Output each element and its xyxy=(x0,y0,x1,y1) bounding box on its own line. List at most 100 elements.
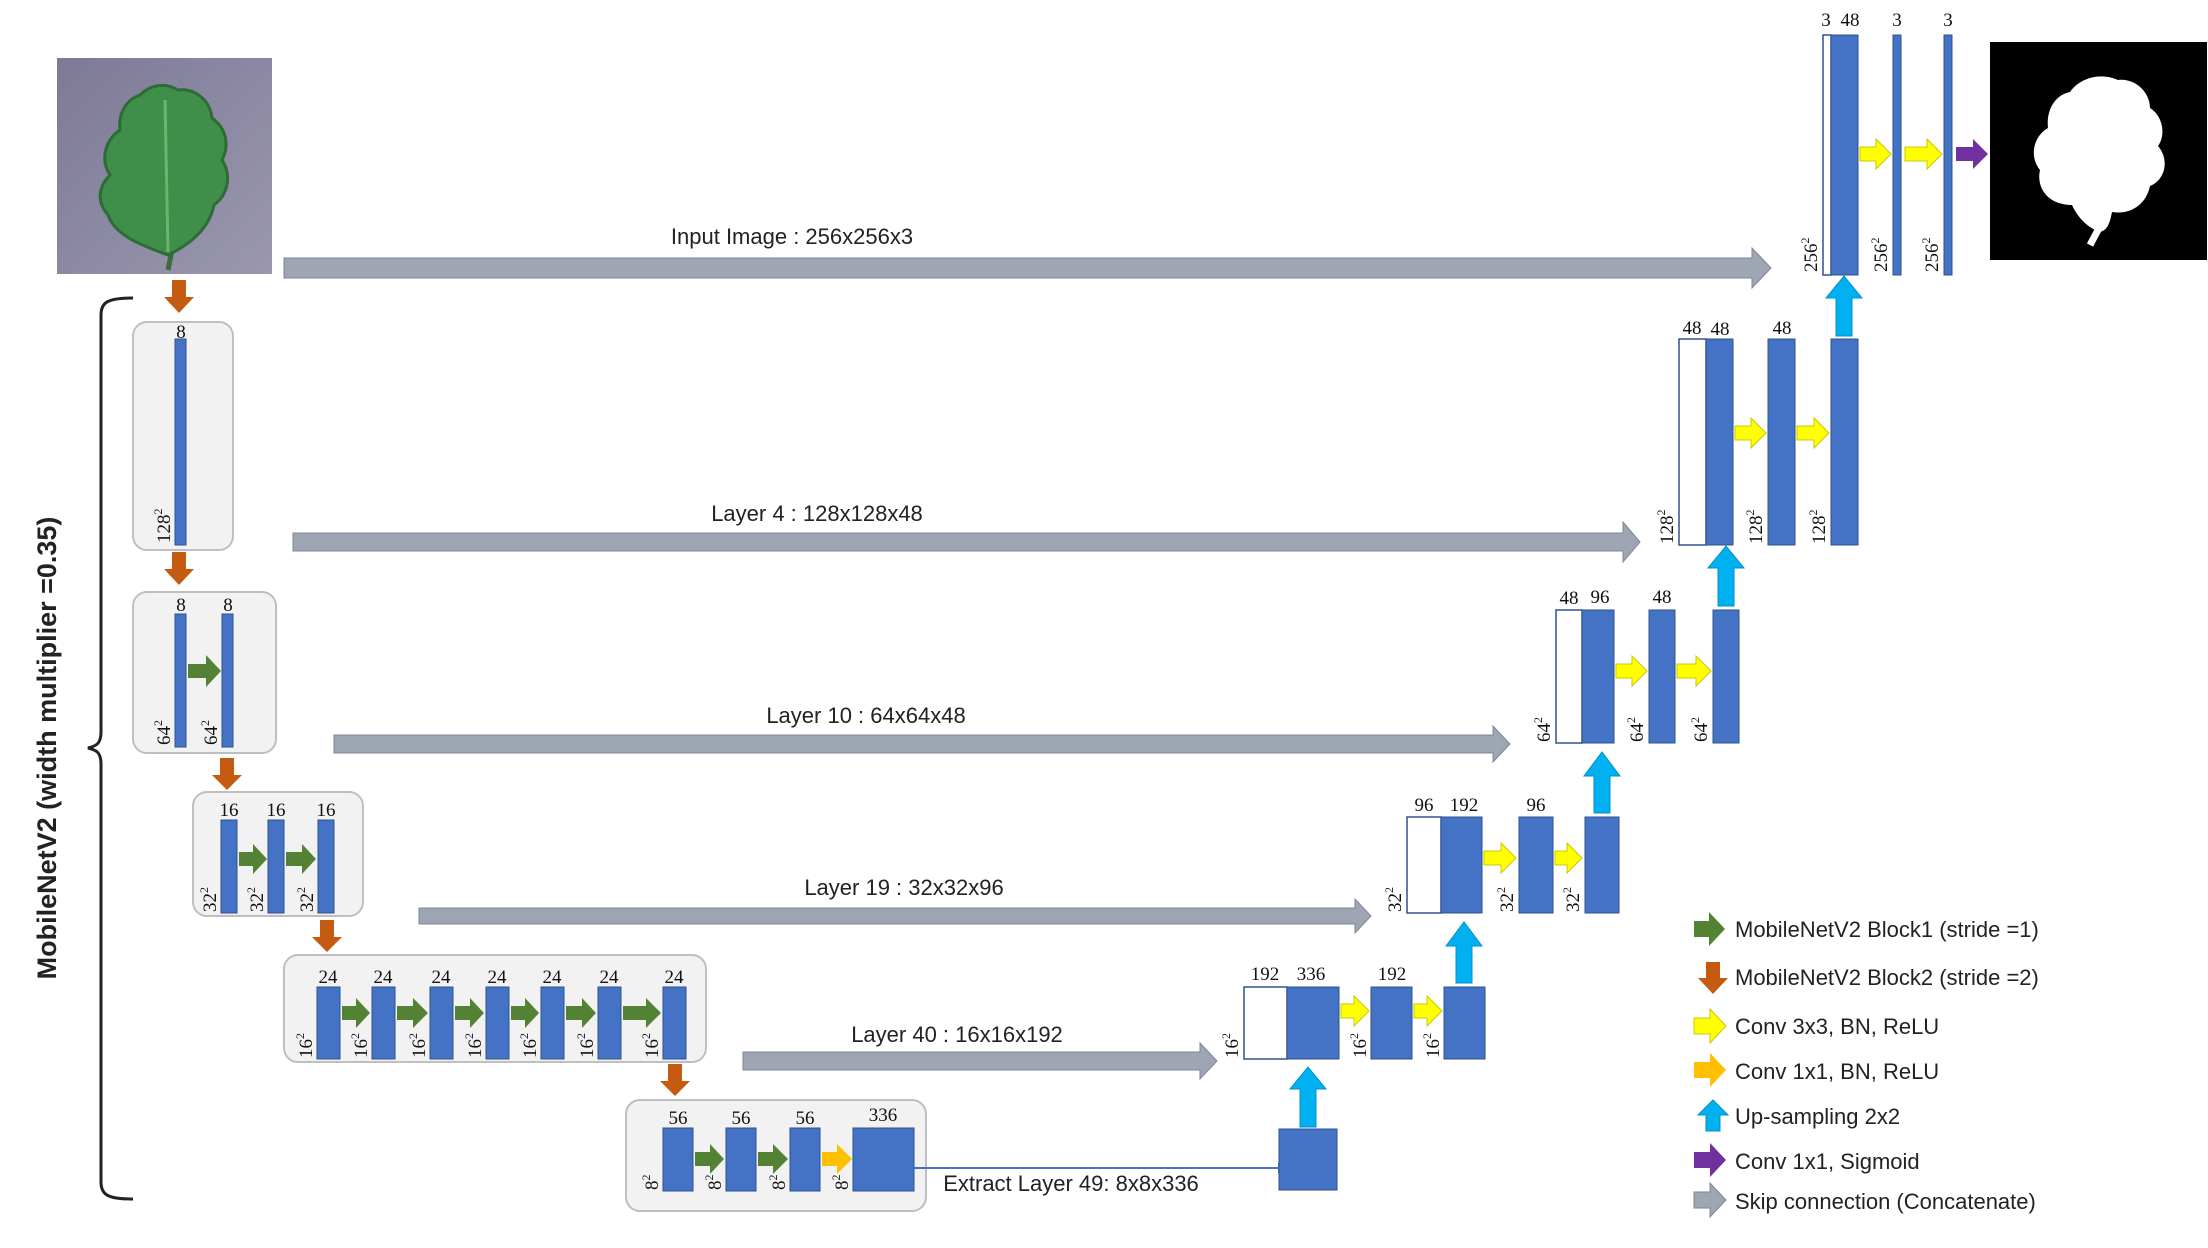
size-label: 82 xyxy=(702,1175,726,1191)
size-label: 322 xyxy=(244,887,268,912)
feature-map-block xyxy=(852,1127,915,1192)
decoder-stage-3: 48 96 48 642 642 642 xyxy=(1531,587,1740,744)
size-label: 322 xyxy=(1494,887,1518,912)
size-label: 162 xyxy=(462,1033,486,1058)
feature-map-block xyxy=(1518,816,1554,914)
decoder-stage-5: 3 48 3 3 2562 2562 2562 xyxy=(1798,10,1988,276)
upsample-arrow xyxy=(1824,275,1864,337)
conv3x3-arrow-icon xyxy=(1693,1007,1727,1045)
block1-arrow xyxy=(286,844,316,874)
channel-label: 48 xyxy=(1560,588,1579,609)
svg-text:162: 162 xyxy=(1420,1033,1444,1058)
conv3x3-arrow xyxy=(1554,841,1583,875)
channel-label: 16 xyxy=(317,800,336,821)
output-mask-image xyxy=(1990,42,2207,260)
channel-label: 336 xyxy=(1297,964,1326,985)
size-label: 2562 xyxy=(1798,238,1822,273)
skip-concat-block xyxy=(1555,609,1583,744)
skip-arrow-icon xyxy=(1693,1181,1727,1219)
feature-map-block xyxy=(789,1127,821,1192)
channel-label: 48 xyxy=(1841,10,1860,31)
legend-label: Up-sampling 2x2 xyxy=(1735,1104,1900,1129)
size-label: 82 xyxy=(766,1175,790,1191)
svg-text:162: 162 xyxy=(517,1033,541,1058)
size-label: 162 xyxy=(574,1033,598,1058)
conv1x1-arrow-icon xyxy=(1694,1053,1726,1087)
svg-text:2562: 2562 xyxy=(1919,238,1943,273)
feature-map-block xyxy=(662,986,687,1060)
svg-text:322: 322 xyxy=(1560,887,1584,912)
channel-label: 8 xyxy=(176,322,186,343)
svg-text:1282: 1282 xyxy=(151,509,175,544)
upsample-arrow xyxy=(1288,1066,1328,1128)
conv3x3-arrow xyxy=(1483,841,1517,875)
sigmoid-arrow xyxy=(1956,139,1988,169)
svg-text:322: 322 xyxy=(294,887,318,912)
skip-label-layer19: Layer 19 : 32x32x96 xyxy=(804,875,1003,900)
sigmoid-arrow-icon xyxy=(1694,1143,1726,1177)
size-label: 162 xyxy=(1420,1033,1444,1058)
svg-text:82: 82 xyxy=(702,1175,726,1191)
svg-text:162: 162 xyxy=(1347,1033,1371,1058)
upsample-arrow xyxy=(1583,751,1621,814)
channel-label: 3 xyxy=(1821,10,1831,31)
feature-map-block xyxy=(1943,34,1953,276)
svg-text:322: 322 xyxy=(244,887,268,912)
size-label: 1282 xyxy=(151,509,175,544)
legend-label: MobileNetV2 Block1 (stride =1) xyxy=(1735,917,2039,942)
feature-map-block xyxy=(429,986,454,1060)
legend: MobileNetV2 Block1 (stride =1) MobileNet… xyxy=(1693,912,2039,1219)
encoder-stage-4: 24 24 24 24 24 24 24 162 162 162 162 162… xyxy=(293,967,687,1060)
feature-map-block xyxy=(540,986,565,1060)
svg-text:162: 162 xyxy=(1219,1033,1243,1058)
svg-text:82: 82 xyxy=(829,1175,853,1191)
size-label: 162 xyxy=(517,1033,541,1058)
svg-text:162: 162 xyxy=(574,1033,598,1058)
decoder-stage-2: 96 192 96 322 322 322 xyxy=(1382,795,1620,914)
channel-label: 48 xyxy=(1653,587,1672,608)
channel-label: 24 xyxy=(319,967,339,988)
feature-map-block xyxy=(1712,609,1740,744)
encoder-stage-5: 56 56 56 336 82 82 82 82 xyxy=(639,1105,915,1192)
block1-arrow-icon xyxy=(1694,912,1725,946)
feature-map-block xyxy=(1370,986,1413,1060)
block2-arrow xyxy=(312,920,342,952)
size-label: 1282 xyxy=(1743,510,1767,545)
channel-label: 24 xyxy=(432,967,452,988)
decoder-stage-4: 48 48 48 1282 1282 1282 xyxy=(1654,318,1859,546)
legend-label: Conv 1x1, BN, ReLU xyxy=(1735,1059,1939,1084)
feature-map-block xyxy=(1581,609,1615,744)
feature-map-block xyxy=(1286,986,1340,1060)
size-label: 162 xyxy=(1219,1033,1243,1058)
feature-map-block xyxy=(1443,986,1486,1060)
skip-label-input: Input Image : 256x256x3 xyxy=(671,224,913,249)
conv3x3-arrow xyxy=(1615,654,1648,688)
channel-label: 96 xyxy=(1527,795,1546,816)
input-leaf-image xyxy=(57,58,272,274)
size-label: 82 xyxy=(639,1175,663,1191)
svg-text:162: 162 xyxy=(462,1033,486,1058)
size-label: 642 xyxy=(151,720,175,745)
skip-arrow-layer4 xyxy=(292,520,1641,564)
svg-text:162: 162 xyxy=(348,1033,372,1058)
size-label: 162 xyxy=(348,1033,372,1058)
block2-arrow-icon xyxy=(1698,962,1728,994)
feature-map-block xyxy=(1892,34,1902,276)
size-label: 2562 xyxy=(1919,238,1943,273)
channel-label: 48 xyxy=(1711,319,1730,340)
channel-label: 96 xyxy=(1415,795,1434,816)
bottleneck-block xyxy=(1278,1128,1338,1191)
size-label: 162 xyxy=(406,1033,430,1058)
backbone-brace xyxy=(87,296,134,1201)
skip-concat-block xyxy=(1678,338,1707,546)
size-label: 642 xyxy=(1624,717,1648,742)
block2-arrow xyxy=(660,1064,690,1096)
block1-arrow xyxy=(695,1144,724,1174)
channel-label: 56 xyxy=(669,1108,688,1129)
encoder-stage-3: 16 16 16 322 322 322 xyxy=(197,800,336,914)
channel-label: 336 xyxy=(869,1105,898,1126)
feature-map-block xyxy=(267,819,285,914)
channel-label: 24 xyxy=(488,967,508,988)
channel-label: 3 xyxy=(1943,10,1953,31)
